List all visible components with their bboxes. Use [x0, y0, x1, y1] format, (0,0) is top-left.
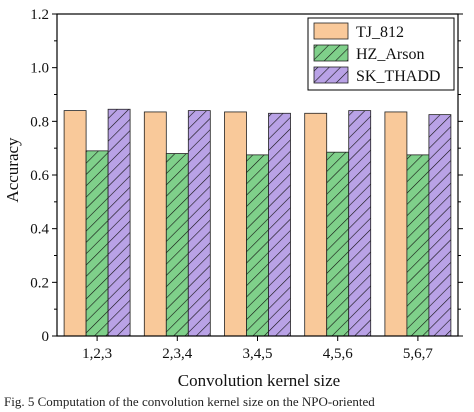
x-axis-title: Convolution kernel size — [178, 371, 340, 390]
x-tick-label: 2,3,4 — [162, 346, 193, 362]
axes-layer: 0 0.2 0.4 0.6 0.8 1.0 1.2 1,2,3 2,3,4 3,4,5 4,5,6 5… — [30, 7, 463, 362]
y-axis-title: Accuracy — [3, 137, 22, 203]
bar-chart: 0 0.2 0.4 0.6 0.8 1.0 1.2 1,2,3 2,3,4 3,4,5 4,5,6 5… — [3, 7, 463, 390]
bar-tj-812-1 — [63, 110, 87, 337]
legend-swatch-sk-thadd — [313, 66, 349, 84]
y-tick-label: 0.8 — [30, 114, 49, 130]
y-tick-label: 0.6 — [30, 168, 49, 184]
bars-layer — [63, 108, 452, 337]
bar-tj-812-2 — [143, 111, 167, 337]
legend-label-tj-812: TJ_812 — [356, 24, 404, 41]
figure-caption: Fig. 5 Computation of the convolution ke… — [4, 394, 375, 409]
bar-hz-arson-5 — [406, 154, 430, 337]
bar-hz-arson-3 — [246, 154, 269, 337]
bar-hz-arson-2 — [165, 153, 189, 337]
y-tick-label: 0 — [42, 329, 50, 345]
legend-label-hz-arson: HZ_Arson — [356, 46, 424, 63]
y-tick-label: 1.2 — [30, 7, 49, 23]
bar-hz-arson-1 — [85, 150, 109, 337]
y-tick-label: 1.0 — [30, 61, 49, 77]
bar-sk-thadd-4 — [348, 110, 372, 337]
legend-swatch-hz-arson — [313, 44, 349, 62]
legend-swatch-tj-812 — [313, 22, 349, 40]
bar-sk-thadd-5 — [428, 114, 452, 337]
x-tick-label: 3,4,5 — [243, 346, 273, 362]
bar-hz-arson-4 — [326, 151, 350, 337]
bar-sk-thadd-3 — [268, 112, 291, 337]
x-tick-label: 1,2,3 — [82, 346, 112, 362]
y-tick-label: 0.4 — [30, 222, 49, 238]
legend-label-sk-thadd: SK_THADD — [356, 68, 440, 85]
bar-tj-812-3 — [224, 111, 247, 337]
bar-sk-thadd-2 — [187, 110, 211, 337]
y-tick-label: 0.2 — [30, 275, 49, 291]
legend: TJ_812 HZ_Arson SK_THADD — [307, 17, 455, 91]
x-tick-label: 4,5,6 — [323, 346, 354, 362]
bar-tj-812-4 — [304, 112, 328, 337]
bar-sk-thadd-1 — [107, 108, 131, 337]
bar-tj-812-5 — [384, 111, 408, 337]
x-tick-label: 5,6,7 — [403, 346, 434, 362]
